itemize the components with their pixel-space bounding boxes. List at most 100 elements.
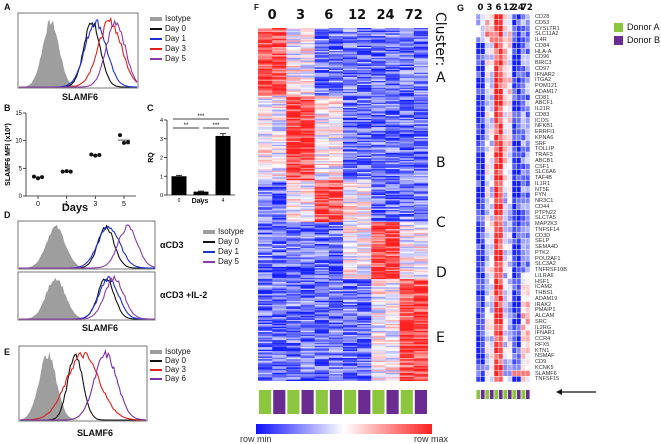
- heatmap-cell: [516, 273, 521, 279]
- heatmap-cell: [328, 200, 344, 203]
- heatmap-cell: [328, 75, 344, 78]
- heatmap-cell: [328, 63, 344, 65]
- heatmap-cell: [357, 104, 372, 106]
- heatmap-cell: [328, 226, 344, 228]
- heatmap-cell: [343, 266, 358, 269]
- heatmap-cell: [399, 330, 415, 333]
- heatmap-cell: [399, 302, 415, 304]
- heatmap-cell: [385, 230, 400, 232]
- heatmap-cell: [328, 67, 344, 70]
- heatmap-cell: [385, 98, 400, 101]
- heatmap-cell: [286, 323, 301, 326]
- heatmap-cell: [385, 268, 400, 270]
- heatmap-cell: [476, 215, 481, 221]
- gene-label-cd9: CD9: [535, 359, 547, 365]
- heatmap-cell: [516, 198, 521, 204]
- heatmap-cell: [525, 359, 530, 365]
- heatmap-cell: [314, 136, 330, 139]
- heatmap-cell: [286, 94, 301, 97]
- heatmap-cell: [314, 228, 330, 231]
- panel-a-xlabel: SLAMF6: [62, 92, 98, 102]
- heatmap-cell: [516, 117, 521, 123]
- heatmap-cell: [314, 295, 330, 298]
- heatmap-cell: [521, 365, 526, 371]
- heatmap-cell: [516, 186, 521, 192]
- heatmap-cell: [343, 158, 358, 160]
- gene-label-nt5e: NT5E: [535, 186, 550, 193]
- heatmap-cell: [258, 288, 273, 291]
- heatmap-cell: [371, 78, 386, 80]
- heatmap-cell: [300, 64, 315, 67]
- heatmap-cell: [300, 207, 315, 209]
- heatmap-cell: [507, 209, 512, 215]
- gene-label-tnfsf14: TNFSF14: [535, 226, 560, 233]
- heatmap-cell: [328, 120, 344, 122]
- heatmap-cell: [525, 48, 530, 54]
- heatmap-cell: [399, 93, 415, 95]
- heatmap-cell: [371, 292, 386, 295]
- heatmap-cell: [286, 329, 301, 332]
- heatmap-cell: [286, 291, 301, 294]
- heatmap-cell: [328, 139, 344, 141]
- heatmap-cell: [272, 55, 287, 57]
- heatmap-cell: [258, 364, 273, 367]
- heatmap-cell: [413, 306, 428, 308]
- heatmap-cell: [399, 137, 415, 140]
- heatmap-cell: [385, 336, 400, 338]
- legend-label: Donor B: [627, 35, 661, 45]
- legend-item-day-3: Day 3: [150, 365, 186, 374]
- heatmap-cell: [343, 231, 358, 234]
- heatmap-cell: [480, 66, 485, 72]
- heatmap-cell: [314, 310, 330, 313]
- heatmap-cell: [399, 131, 415, 133]
- heatmap-cell: [413, 220, 428, 223]
- heatmap-cell: [343, 41, 358, 44]
- heatmap-cell: [489, 25, 494, 31]
- heatmap-cell: [485, 221, 490, 227]
- heatmap-cell: [371, 247, 386, 250]
- heatmap-cell: [300, 294, 315, 296]
- heatmap-cell: [413, 148, 428, 151]
- heatmap-cell: [399, 108, 415, 110]
- heatmap-cell: [258, 140, 273, 143]
- heatmap-cell: [314, 285, 330, 288]
- heatmap-cell: [258, 207, 273, 209]
- heatmap-cell: [385, 238, 400, 241]
- heatmap-cell: [512, 192, 517, 198]
- legend-swatch: [203, 229, 215, 234]
- heatmap-cell: [413, 211, 428, 213]
- heatmap-cell: [494, 278, 499, 284]
- heatmap-cell: [399, 317, 415, 319]
- heatmap-cell: [343, 302, 358, 304]
- heatmap-cell: [272, 299, 287, 302]
- heatmap-cell: [343, 182, 358, 185]
- heatmap-cell: [476, 192, 481, 198]
- heatmap-cell: [480, 14, 485, 20]
- heatmap-cell: [258, 56, 273, 59]
- legend-item-day-0: Day 0: [150, 356, 186, 365]
- heatmap-cell: [272, 306, 287, 308]
- heatmap-cell: [357, 348, 372, 351]
- heatmap-cell: [525, 146, 530, 152]
- heatmap-cell: [357, 307, 372, 310]
- heatmap-cell: [343, 314, 358, 317]
- heatmap-cell: [494, 14, 499, 20]
- heatmap-cell: [399, 173, 415, 175]
- heatmap-cell: [328, 47, 344, 49]
- heatmap-cell: [328, 173, 344, 175]
- heatmap-cell: [328, 97, 344, 99]
- heatmap-cell: [258, 189, 273, 192]
- histogram-series-day-3: [19, 351, 147, 421]
- heatmap-cell: [300, 252, 315, 254]
- heatmap-cell: [498, 163, 503, 169]
- heatmap-cell: [300, 132, 315, 135]
- heatmap-cell: [371, 156, 386, 159]
- heatmap-cell: [516, 89, 521, 95]
- heatmap-cell: [507, 31, 512, 37]
- heatmap-cell: [328, 231, 344, 234]
- heatmap-cell: [512, 330, 517, 336]
- column-header-12h: 12: [348, 8, 367, 23]
- heatmap-cell: [272, 370, 287, 372]
- heatmap-cell: [399, 61, 415, 64]
- heatmap-cell: [494, 250, 499, 256]
